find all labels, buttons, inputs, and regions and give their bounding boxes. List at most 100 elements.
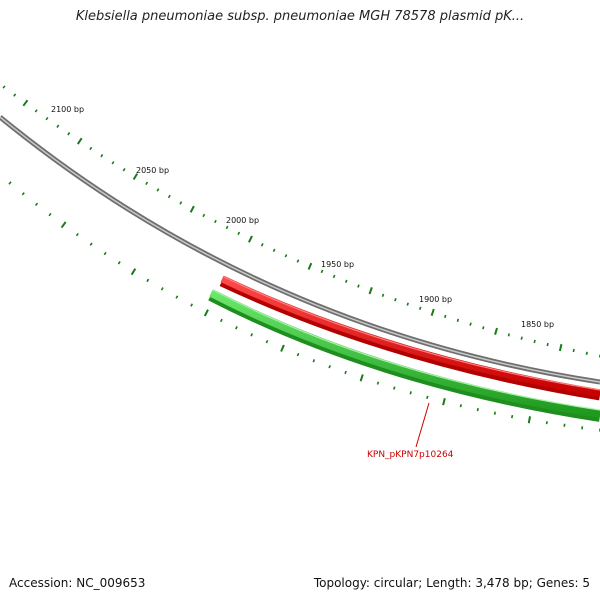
accession-text: Accession: NC_009653 [9, 576, 146, 590]
outer-scale-major-tick [132, 173, 139, 181]
gene-label-leader-line [415, 402, 430, 448]
outer-scale-minor-tick [89, 146, 93, 151]
outer-scale-minor-tick [546, 342, 549, 347]
inner-scale-major-tick [359, 374, 364, 382]
inner-scale-minor-tick [459, 404, 462, 408]
inner-scale-minor-tick [146, 278, 150, 283]
inner-scale-minor-tick [8, 181, 12, 185]
outer-scale-minor-tick [394, 298, 397, 302]
outer-scale-minor-tick [156, 188, 160, 192]
outer-scale-minor-tick [585, 351, 588, 355]
outer-scale-minor-tick [34, 109, 38, 113]
bp-label-1900: 1900 bp [419, 295, 452, 304]
inner-scale-major-tick [130, 268, 137, 276]
inner-scale-minor-tick [190, 303, 194, 307]
outer-scale-minor-tick [332, 274, 336, 279]
outer-scale-minor-tick [13, 93, 17, 97]
outer-scale-minor-tick [320, 269, 324, 274]
inner-scale-minor-tick [476, 407, 479, 412]
outer-scale-major-tick [558, 343, 563, 352]
outer-scale-minor-tick [406, 302, 409, 306]
inner-scale-minor-tick [328, 365, 331, 369]
outer-scale-minor-tick [533, 339, 536, 344]
bp-label-2000: 2000 bp [226, 216, 259, 225]
outer-scale-minor-tick [145, 181, 149, 185]
inner-scale-ticks [8, 181, 600, 432]
inner-scale-minor-tick [265, 339, 269, 344]
inner-scale-minor-tick [296, 352, 300, 357]
gene-feature-KPN_pKPN7p10264[interactable] [219, 275, 600, 401]
outer-scale-minor-tick [520, 336, 523, 340]
inner-scale-minor-tick [160, 287, 164, 291]
outer-scale-major-tick [248, 235, 253, 243]
inner-scale-major-tick [527, 416, 531, 424]
outer-scale-minor-tick [469, 322, 472, 326]
outer-scale-minor-tick [237, 231, 241, 236]
gene-label[interactable]: KPN_pKPN7p10264 [367, 450, 454, 460]
inner-scale-minor-tick [563, 423, 566, 427]
inner-scale-minor-tick [175, 295, 179, 299]
inner-scale-minor-tick [426, 395, 429, 400]
map-title: Klebsiella pneumoniae subsp. pneumoniae … [75, 9, 525, 24]
outer-scale-minor-tick [179, 201, 183, 205]
outer-scale-major-tick [307, 262, 313, 270]
outer-scale-major-tick [368, 287, 373, 295]
outer-scale-minor-tick [357, 284, 360, 288]
inner-scale-minor-tick [344, 370, 347, 375]
outer-scale-major-tick [76, 137, 83, 145]
outer-scale-minor-tick [225, 225, 229, 230]
outer-scale-minor-tick [381, 293, 385, 297]
inner-scale-major-tick [203, 309, 209, 317]
outer-scale-major-tick [189, 205, 195, 213]
inner-scale-minor-tick [376, 381, 380, 385]
topology-summary: Topology: circular; Length: 3,478 bp; Ge… [313, 576, 590, 590]
outer-scale-minor-tick [507, 333, 510, 337]
inner-scale-major-tick [442, 398, 446, 406]
outer-scale-minor-tick [100, 153, 104, 158]
gene-feature-reverse-strand[interactable] [208, 289, 600, 422]
outer-scale-minor-tick [572, 348, 575, 353]
outer-scale-minor-tick [2, 85, 6, 89]
bp-label-2100: 2100 bp [51, 105, 84, 114]
outer-scale-minor-tick [456, 318, 460, 323]
inner-scale-minor-tick [21, 192, 25, 196]
outer-scale-minor-tick [418, 306, 422, 310]
outer-scale-minor-tick [111, 161, 115, 165]
inner-scale-minor-tick [75, 232, 79, 237]
outer-scale-minor-tick [167, 194, 171, 199]
inner-scale-minor-tick [117, 261, 121, 265]
inner-scale-minor-tick [312, 359, 316, 363]
bp-label-1950: 1950 bp [321, 260, 354, 269]
inner-scale-minor-tick [48, 212, 52, 217]
plasmid-backbone [0, 115, 600, 385]
outer-scale-minor-tick [202, 213, 206, 218]
inner-scale-minor-tick [393, 386, 396, 390]
bp-label-1850: 1850 bp [521, 320, 554, 329]
inner-scale-minor-tick [235, 326, 238, 330]
bp-label-2050: 2050 bp [136, 166, 169, 175]
inner-scale-minor-tick [250, 333, 254, 337]
inner-scale-major-tick [60, 221, 67, 229]
outer-scale-major-tick [22, 99, 29, 107]
outer-scale-minor-tick [284, 254, 288, 258]
outer-scale-ticks [2, 85, 600, 358]
outer-scale-major-tick [494, 327, 498, 335]
inner-scale-minor-tick [89, 242, 93, 246]
inner-scale-major-tick [280, 344, 285, 352]
inner-scale-minor-tick [103, 251, 107, 256]
outer-scale-minor-tick [260, 243, 264, 247]
outer-scale-minor-tick [56, 124, 60, 128]
inner-scale-minor-tick [219, 318, 223, 323]
outer-scale-minor-tick [482, 326, 485, 330]
inner-scale-minor-tick [34, 202, 39, 206]
outer-scale-minor-tick [45, 116, 49, 121]
outer-scale-minor-tick [122, 167, 126, 172]
inner-scale-minor-tick [511, 414, 514, 419]
inner-scale-minor-tick [409, 391, 412, 395]
outer-scale-minor-tick [444, 314, 447, 319]
outer-scale-minor-tick [296, 259, 300, 263]
outer-scale-minor-tick [67, 132, 71, 136]
inner-scale-minor-tick [493, 411, 496, 415]
